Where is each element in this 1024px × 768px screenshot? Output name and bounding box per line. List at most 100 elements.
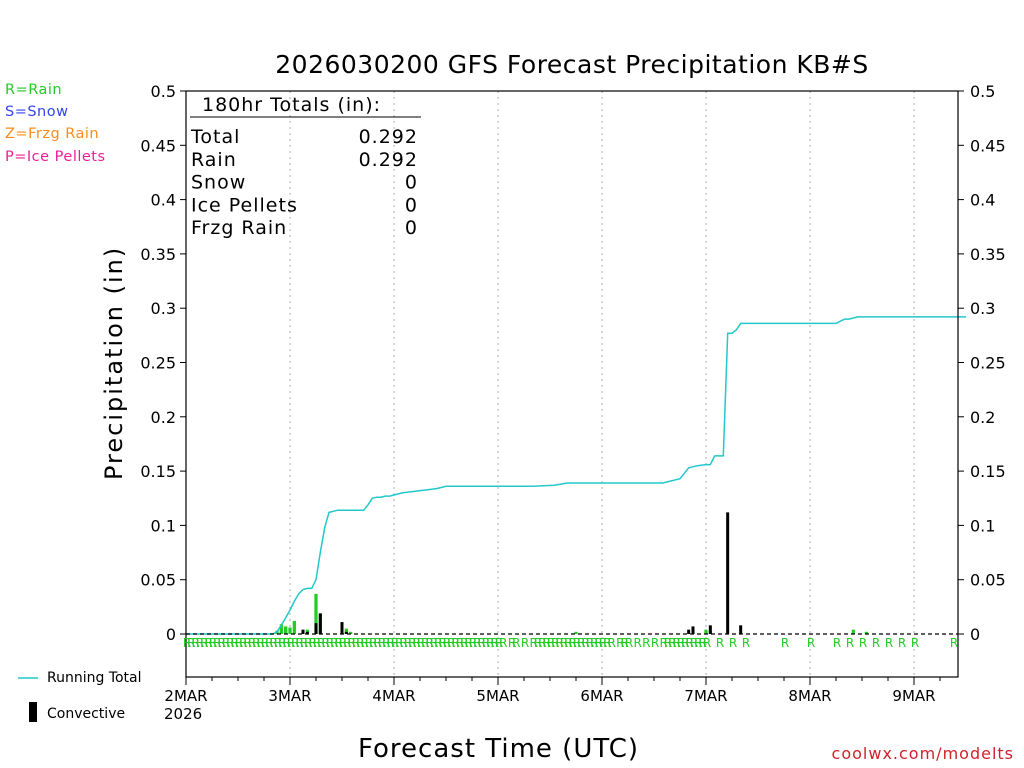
ptype-rain-marker: R: [408, 636, 416, 650]
ptype-rain-marker: R: [191, 636, 199, 650]
convective-bar: [344, 631, 348, 634]
ptype-rain-marker: R: [248, 636, 256, 650]
ptype-rain-marker: R: [456, 636, 464, 650]
ptype-rain-marker: R: [590, 636, 598, 650]
totals-label: Frzg Rain: [191, 217, 287, 239]
ptype-markers: RRRRRRRRRRRRRRRRRRRRRRRRRRRRRRRRRRRRRRRR…: [183, 636, 958, 650]
ptype-rain-marker: R: [321, 636, 329, 650]
rain-bar: [851, 629, 855, 634]
totals-label: Ice Pellets: [191, 194, 298, 216]
ptype-rain-marker: R: [200, 636, 208, 650]
precip-bars: [275, 512, 868, 634]
legend-ice-pellets-type: P=Ice Pellets: [5, 149, 106, 165]
ptype-rain-marker: R: [499, 636, 507, 650]
y-tick-label-left: 0: [166, 625, 176, 644]
ptype-rain-marker: R: [287, 636, 295, 650]
ptype-rain-marker: R: [330, 636, 338, 650]
ptype-rain-marker: R: [326, 636, 334, 650]
ptype-rain-marker: R: [477, 636, 485, 650]
ptype-rain-marker: R: [352, 636, 360, 650]
ptype-rain-marker: R: [633, 636, 641, 650]
x-tick-label: 7MAR: [684, 687, 727, 705]
legend-convective-swatch: [29, 702, 37, 722]
totals-header: 180hr Totals (in):: [202, 94, 381, 116]
totals-value: 0.292: [359, 126, 418, 148]
rain-bar: [292, 620, 296, 634]
ptype-rain-marker: R: [807, 636, 815, 650]
ptype-rain-marker: R: [425, 636, 433, 650]
ptype-rain-marker: R: [542, 636, 550, 650]
y-tick-label-left: 0.05: [140, 571, 176, 590]
y-tick-label-left: 0.5: [151, 82, 176, 101]
ptype-rain-marker: R: [434, 636, 442, 650]
rain-bar: [704, 629, 708, 634]
vertical-gridlines: [289, 91, 915, 677]
ptype-rain-marker: R: [447, 636, 455, 650]
running-total-line: [186, 316, 966, 635]
totals-value: 0: [405, 194, 418, 216]
rain-bar: [574, 631, 578, 634]
ptype-rain-marker: R: [742, 636, 750, 650]
ptype-rain-marker: R: [607, 636, 615, 650]
ptype-rain-marker: R: [360, 636, 368, 650]
y-tick-label-right: 0.5: [970, 82, 995, 101]
ptype-rain-marker: R: [343, 636, 351, 650]
ptype-rain-marker: R: [534, 636, 542, 650]
ptype-rain-marker: R: [620, 636, 628, 650]
ptype-rain-marker: R: [308, 636, 316, 650]
ptype-rain-marker: R: [451, 636, 459, 650]
ptype-rain-marker: R: [521, 636, 529, 650]
ptype-rain-marker: R: [382, 636, 390, 650]
ptype-rain-marker: R: [291, 636, 299, 650]
y-tick-label-left: 0.15: [140, 462, 176, 481]
y-tick-label-left: 0.35: [140, 245, 176, 264]
rain-bar: [349, 631, 353, 634]
y-tick-label-left: 0.1: [151, 516, 176, 535]
ptype-rain-marker: R: [239, 636, 247, 650]
ptype-rain-marker: R: [304, 636, 312, 650]
ptype-rain-marker: R: [269, 636, 277, 650]
ptype-rain-marker: R: [395, 636, 403, 650]
totals-value: 0: [405, 172, 418, 194]
ptype-rain-marker: R: [217, 636, 225, 650]
ptype-rain-marker: R: [716, 636, 724, 650]
ptype-rain-marker: R: [846, 636, 854, 650]
ptype-rain-marker: R: [464, 636, 472, 650]
ptype-rain-marker: R: [339, 636, 347, 650]
ptype-rain-marker: R: [911, 636, 919, 650]
x-tick-label: 3MAR: [268, 687, 311, 705]
ptype-rain-marker: R: [213, 636, 221, 650]
rain-bar: [344, 628, 348, 634]
ptype-rain-marker: R: [560, 636, 568, 650]
convective-bar: [726, 512, 730, 634]
x-tick-label: 5MAR: [476, 687, 519, 705]
ptype-rain-marker: R: [508, 636, 516, 650]
legend-convective-label: Convective: [47, 706, 126, 722]
ptype-rain-marker: R: [235, 636, 243, 650]
ptype-rain-marker: R: [651, 636, 659, 650]
ptype-rain-marker: R: [430, 636, 438, 650]
ptype-rain-marker: R: [252, 636, 260, 650]
ptype-rain-marker: R: [282, 636, 290, 650]
ptype-rain-marker: R: [373, 636, 381, 650]
ptype-rain-marker: R: [555, 636, 563, 650]
ptype-rain-marker: R: [469, 636, 477, 650]
rain-bar: [284, 626, 288, 634]
ptype-rain-marker: R: [209, 636, 217, 650]
site-credit: coolwx.com/modelts: [831, 744, 1014, 763]
x-tick-label: 6MAR: [580, 687, 623, 705]
legend-rain-type: R=Rain: [5, 82, 63, 98]
rain-bar: [314, 593, 318, 634]
convective-bar: [301, 629, 305, 634]
ptype-rain-marker: R: [230, 636, 238, 650]
legend-marks: [18, 677, 38, 722]
ptype-rain-marker: R: [365, 636, 373, 650]
legend-snow-type: S=Snow: [5, 104, 69, 120]
ptype-rain-marker: R: [581, 636, 589, 650]
ptype-rain-marker: R: [672, 636, 680, 650]
convective-bar: [691, 626, 695, 634]
ptype-rain-marker: R: [703, 636, 711, 650]
ptype-rain-marker: R: [690, 636, 698, 650]
axes: 0 00.05 0.050.1 0.10.15 0.150.2 0.20.25 0.250.…: [140, 82, 1005, 723]
